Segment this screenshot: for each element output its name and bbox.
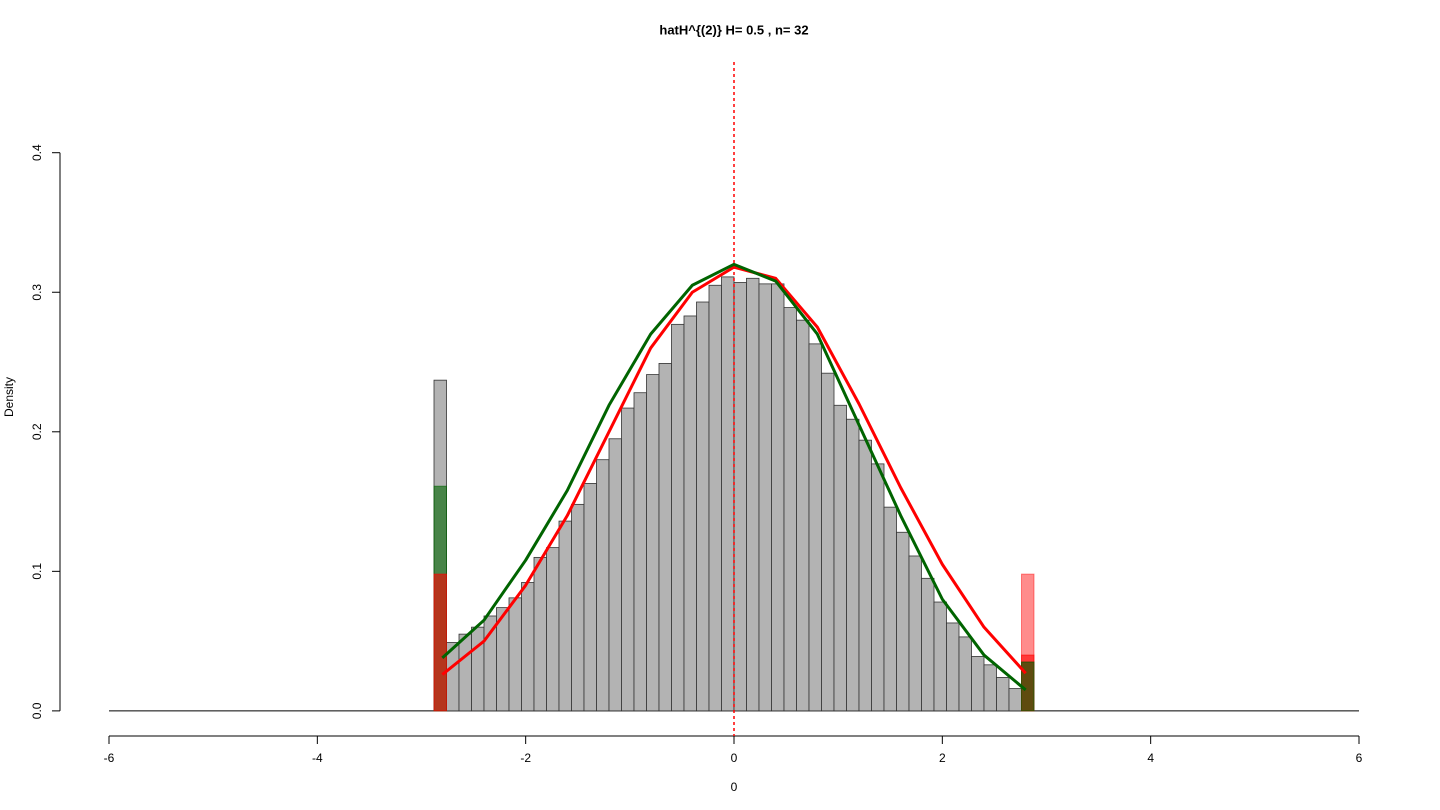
bar [583,483,597,712]
bar [546,547,560,712]
bar [646,374,660,712]
bar [758,283,772,712]
bar [933,601,947,712]
bar [608,438,622,712]
x-tick-label: 2 [939,751,946,765]
bar [821,372,835,712]
bar [971,656,985,712]
x-tick-label: 6 [1356,751,1363,765]
x-tick-label: -6 [104,751,115,765]
bar [633,392,647,712]
bar [533,556,547,712]
x-tick-label: -2 [520,751,531,765]
chart-title: hatH^{(2)} H= 0.5 , n= 32 [659,22,808,37]
bar [683,315,697,712]
bar [658,363,672,712]
density-curve [441,262,1027,692]
bar [558,520,572,712]
bar [908,555,922,712]
bar [858,439,872,712]
density-curve [441,265,1027,676]
bar [783,307,797,712]
bar [996,676,1010,712]
bar [746,277,760,712]
bar [458,633,472,712]
bar [921,577,935,712]
bar [946,622,960,712]
bar [483,615,497,712]
y-tick-label: 0.3 [30,284,44,301]
bar [771,283,785,712]
bar [983,664,997,712]
y-tick-label: 0.2 [30,423,44,440]
overlay-bar [433,573,447,712]
bar [471,626,485,712]
bar [833,404,847,712]
x-tick-label: -4 [312,751,323,765]
bar [733,282,747,712]
bar [721,276,735,712]
bar [871,463,885,712]
x-tick-label: 0 [731,751,738,765]
bar [696,301,710,712]
bar [571,503,585,712]
x-axis-label: 0 [731,780,738,794]
y-tick-label: 0.4 [30,144,44,161]
bar [1008,688,1022,712]
bar [621,407,635,712]
bar [846,418,860,712]
y-tick-label: 0.1 [30,563,44,580]
bar [596,459,610,712]
bar [883,506,897,712]
bar [958,636,972,712]
bar [708,284,722,712]
bar [521,582,535,712]
bar [808,343,822,712]
y-axis-label: Density [2,377,16,417]
x-tick-label: 4 [1147,751,1154,765]
y-tick-label: 0.0 [30,702,44,719]
bar [671,323,685,712]
bar [796,319,810,712]
bar [508,597,522,712]
bar [896,531,910,712]
